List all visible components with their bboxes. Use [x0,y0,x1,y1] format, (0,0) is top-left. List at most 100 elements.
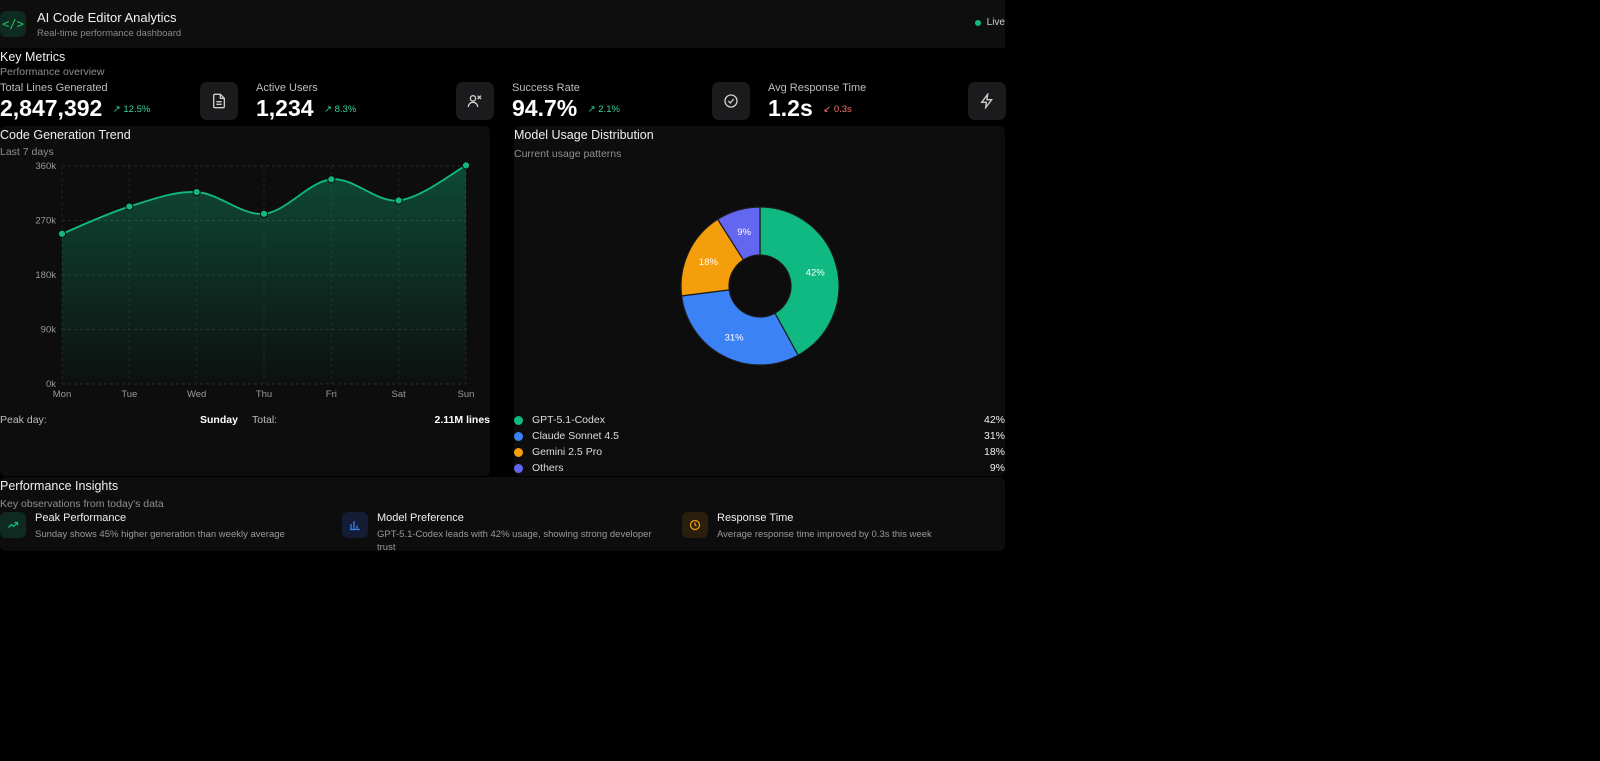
slice-label: 9% [737,227,751,238]
key-metrics-heading: Key Metrics Performance overview [0,50,104,78]
legend-label: Others [532,462,564,474]
peak-day-label: Peak day: [0,414,47,426]
y-tick-label: 90k [41,325,57,336]
metric-label: Total Lines Generated [0,82,108,94]
trend-title: Code Generation Trend [0,128,131,142]
legend-item-claude: Claude Sonnet 4.5 31% [514,428,1005,444]
x-tick-label: Tue [121,389,137,400]
metric-card-users: Active Users 1,234 ↗ 8.3% [256,82,494,124]
distribution-title: Model Usage Distribution [514,128,654,142]
bar-chart-icon [342,512,368,538]
metric-value: 1,234 [256,95,314,121]
metric-value: 94.7% [512,95,578,121]
donut-slice [680,289,799,366]
insight-title: Model Preference [377,512,464,524]
trending-up-icon [0,512,26,538]
legend-percent: 18% [983,446,1005,458]
x-tick-label: Sat [392,389,407,400]
users-icon [456,82,494,120]
data-point [327,175,336,184]
insight-title: Response Time [717,512,794,524]
app-title: AI Code Editor Analytics [37,9,177,25]
total-value: 2.11M lines [434,414,490,426]
live-label: Live [986,17,1005,28]
y-tick-label: 180k [35,270,56,281]
clock-icon [682,512,708,538]
legend-label: Gemini 2.5 Pro [532,446,603,458]
insight-description: GPT-5.1-Codex leads with 42% usage, show… [377,529,652,553]
x-tick-label: Wed [187,389,206,400]
x-tick-label: Mon [53,389,71,400]
y-tick-label: 360k [35,162,56,172]
legend-swatch [514,415,523,425]
legend-label: GPT-5.1-Codex [532,414,605,426]
insight-description: Average response time improved by 0.3s t… [717,529,932,540]
metric-change: ↙ 0.3s [823,104,852,115]
insights-subtitle: Key observations from today's data [0,498,164,510]
trend-chart: 0k 90k 180k 270k 360k Mon Tue Wed Thu Fri Sat Sun [35,162,475,400]
legend-percent: 31% [983,430,1005,442]
slice-label: 31% [725,332,745,343]
legend-item-others: Others 9% [514,460,1005,476]
data-point [461,162,471,170]
metric-change: ↗ 2.1% [587,104,620,115]
legend-swatch [514,431,523,441]
model-usage-panel: Model Usage Distribution Current usage p… [514,126,1005,476]
metric-cards: Total Lines Generated 2,847,392 ↗ 12.5% … [0,82,1006,124]
metric-value: 2,847,392 [0,95,103,121]
insight-title: Peak Performance [35,512,127,524]
app-header: </> AI Code Editor Analytics Real-time p… [0,0,1005,48]
data-point [192,187,201,197]
key-metrics-title: Key Metrics [0,50,66,64]
donut-slice [716,206,761,261]
metric-card-success: Success Rate 94.7% ↗ 2.1% [512,82,750,124]
metric-value: 1.2s [768,95,813,121]
check-circle-icon [712,82,750,120]
data-point [57,229,67,238]
metric-card-response: Avg Response Time 1.2s ↙ 0.3s [768,82,1006,124]
app-subtitle: Real-time performance dashboard [37,27,182,39]
document-icon [200,82,238,120]
code-generation-trend-panel: Code Generation Trend Last 7 days 0k 90k 1… [0,126,490,476]
y-tick-label: 270k [35,216,56,227]
insight-model-preference: Model Preference GPT-5.1-Codex leads wit… [342,512,662,554]
data-point [394,196,403,205]
insight-peak-performance: Peak Performance Sunday shows 45% higher… [0,512,330,541]
legend-item-gpt: GPT-5.1-Codex 42% [514,412,1005,428]
x-tick-label: Thu [256,389,272,400]
metric-change: ↗ 8.3% [324,104,357,115]
x-tick-label: Sun [458,389,475,400]
metric-change: ↗ 12.5% [112,104,151,115]
donut-slice [680,218,745,297]
legend-percent: 9% [989,462,1005,474]
live-status: Live [974,17,1005,28]
legend-item-gemini: Gemini 2.5 Pro 18% [514,444,1005,460]
area-fill [62,165,466,384]
metric-card-lines: Total Lines Generated 2,847,392 ↗ 12.5% [0,82,238,124]
data-point [259,209,269,218]
donut-slice [759,206,840,357]
insights-title: Performance Insights [0,479,119,493]
legend-percent: 42% [983,414,1005,426]
insight-description: Sunday shows 45% higher generation than … [35,529,285,540]
lightning-icon [968,82,1006,120]
code-icon: </> [0,11,26,37]
x-tick-label: Fri [326,389,337,400]
trend-subtitle: Last 7 days [0,146,54,158]
legend-swatch [514,447,523,457]
y-tick-label: 0k [46,379,56,390]
key-metrics-subtitle: Performance overview [0,66,105,78]
data-point [125,202,134,211]
total-label: Total: [252,414,278,426]
distribution-subtitle: Current usage patterns [514,148,622,160]
peak-day-value: Sunday [200,414,238,426]
insight-response-time: Response Time Average response time impr… [682,512,1002,541]
metric-label: Success Rate [512,82,580,94]
donut-chart: 42% 31% 18% 9% [680,206,840,366]
legend-swatch [514,463,523,473]
performance-insights-panel: Performance Insights Key observations fr… [0,477,1005,554]
metric-label: Active Users [256,82,318,94]
metric-label: Avg Response Time [768,82,867,94]
slice-label: 42% [806,267,826,278]
live-dot-icon [974,19,981,26]
